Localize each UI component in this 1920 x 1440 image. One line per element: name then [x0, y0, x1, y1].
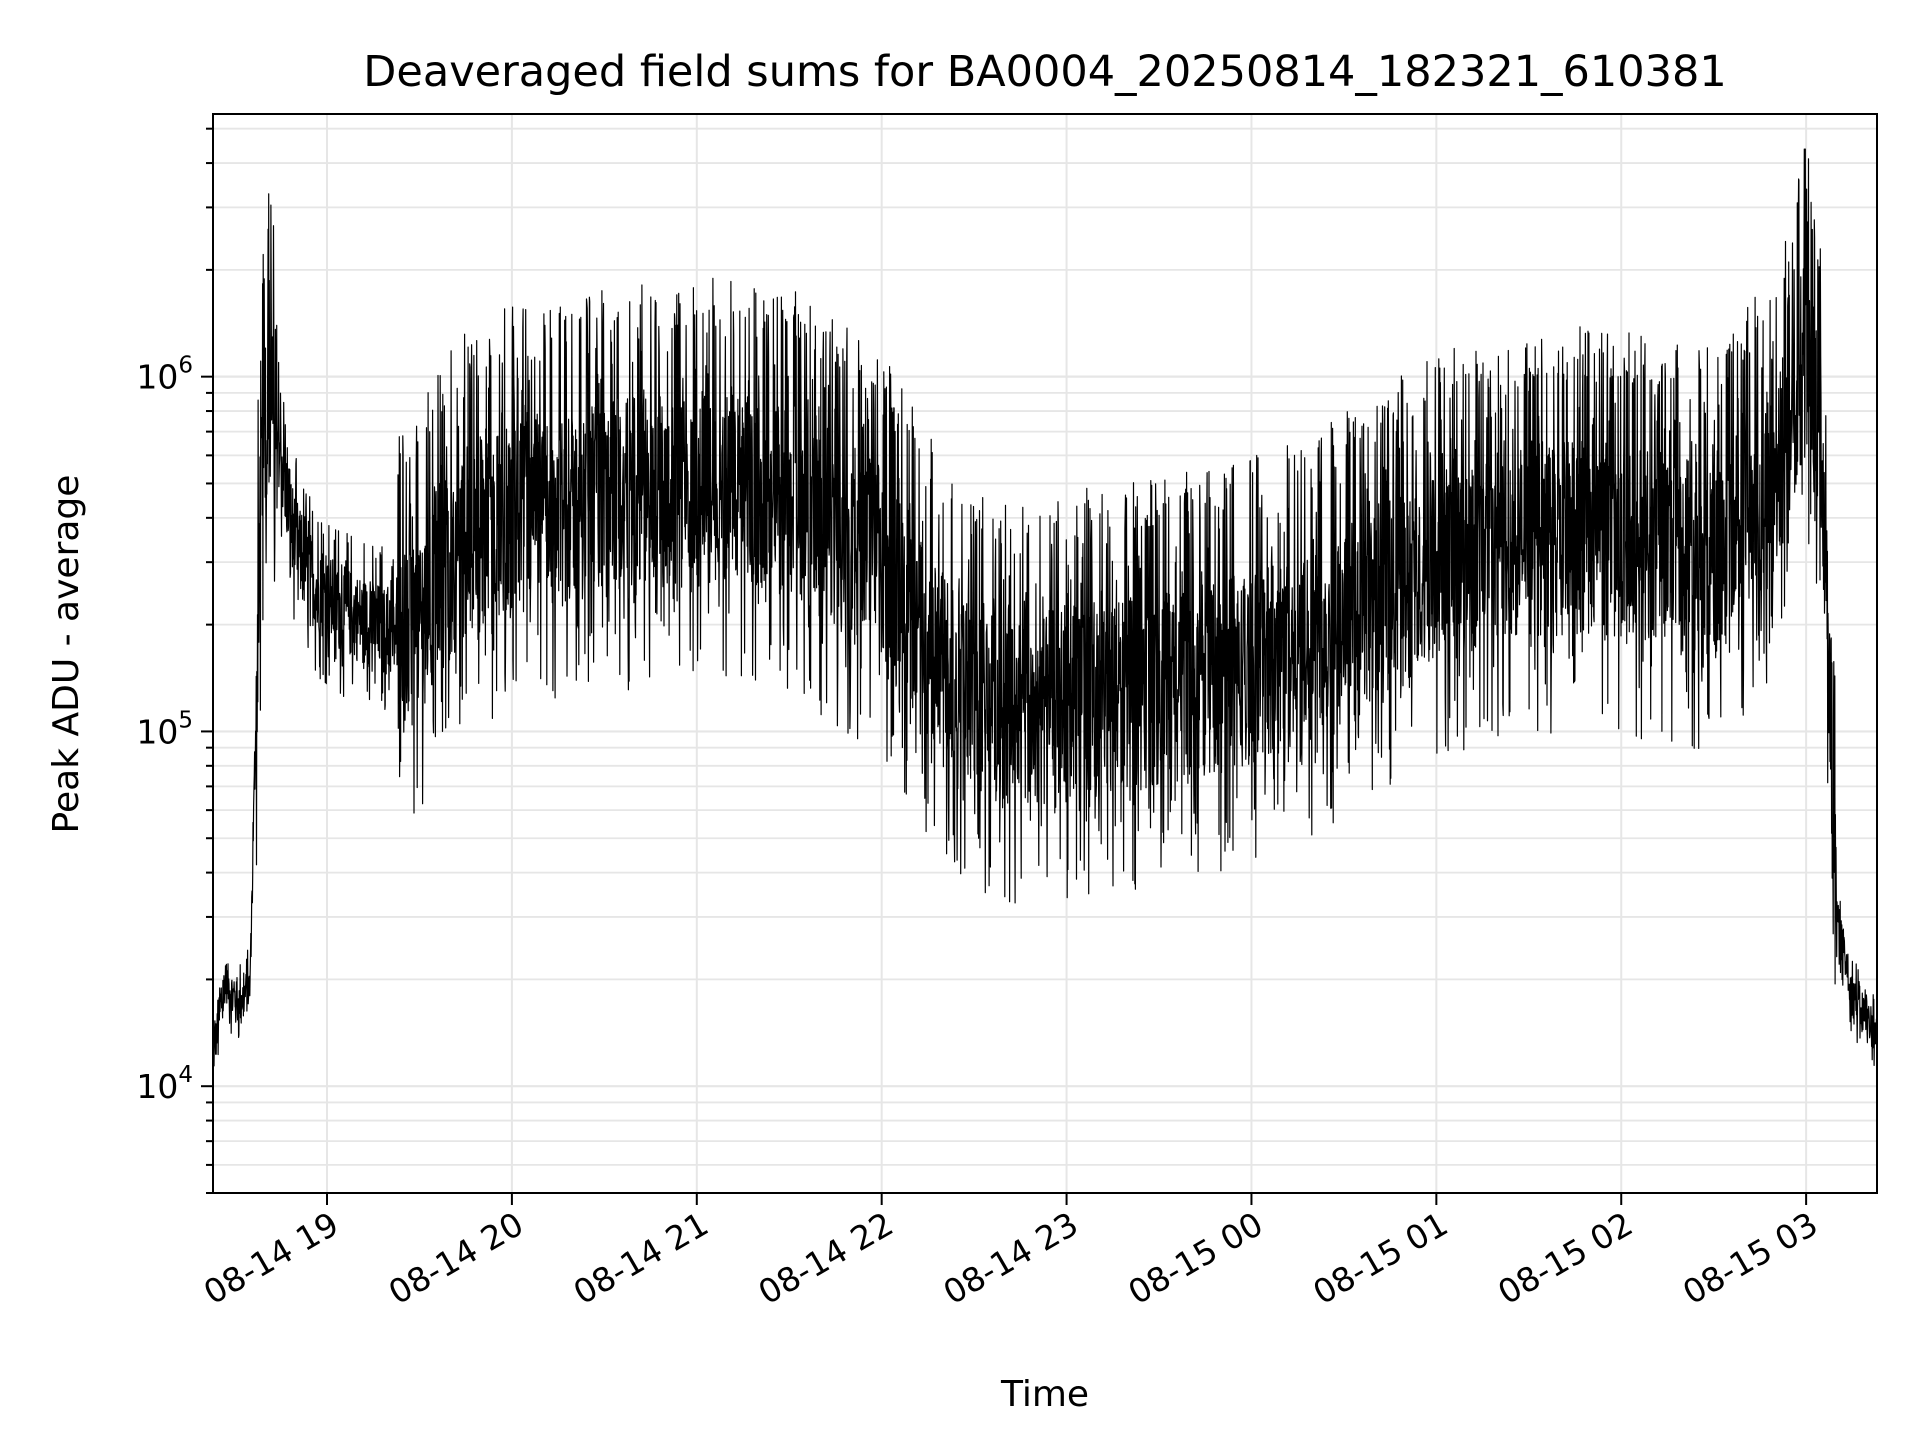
series-layer	[212, 148, 1878, 1067]
x-axis-label: Time	[1000, 1374, 1089, 1415]
plot-frame	[212, 113, 1878, 1194]
y-axis-label: Peak ADU - average	[46, 475, 87, 834]
y-tick-label-exp: 6	[178, 353, 193, 379]
y-tick-label: 104	[136, 1062, 193, 1106]
y-tick-label-base: 10	[136, 712, 178, 751]
y-tick-label-base: 10	[136, 358, 178, 397]
y-tick-label-exp: 5	[178, 707, 193, 733]
series-line	[212, 148, 1878, 1067]
y-tick-label: 106	[136, 353, 193, 397]
y-tick-label-exp: 4	[178, 1062, 193, 1088]
chart-title: Deaveraged field sums for BA0004_2025081…	[363, 47, 1726, 97]
y-tick-label: 105	[136, 707, 193, 751]
y-tick-label-base: 10	[136, 1067, 178, 1106]
